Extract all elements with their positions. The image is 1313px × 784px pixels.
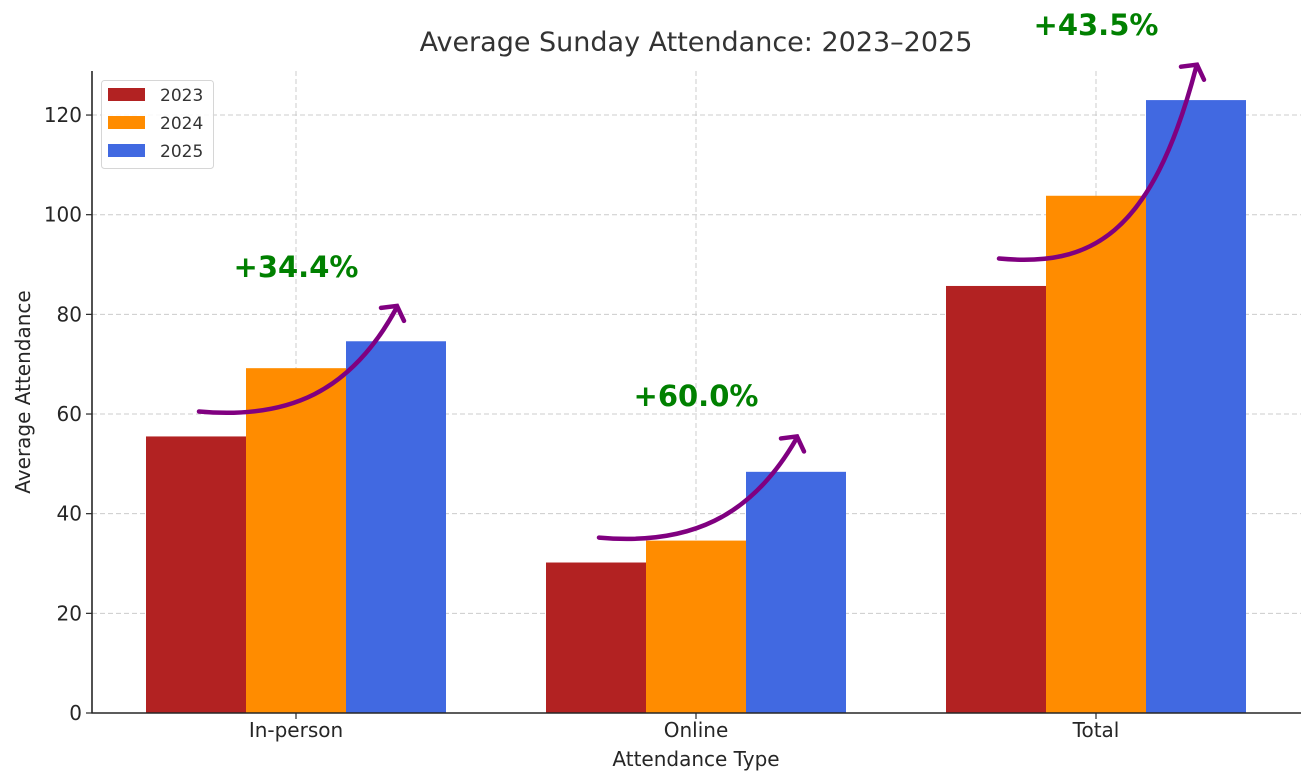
y-tick-label: 60 xyxy=(57,402,82,426)
arrow-head-icon xyxy=(778,433,807,454)
legend-swatch-2024 xyxy=(108,116,145,129)
legend: 2023 2024 2025 xyxy=(101,80,214,169)
y-axis-label: Average Attendance xyxy=(11,290,35,493)
x-tick-label: Total xyxy=(1072,718,1120,742)
y-tick-label: 40 xyxy=(57,502,82,526)
legend-swatch-2025 xyxy=(108,144,145,157)
growth-annotation-total: +43.5% xyxy=(1034,8,1159,42)
y-tick-label: 120 xyxy=(44,103,82,127)
bar-2025-in-person xyxy=(346,341,446,713)
chart-title: Average Sunday Attendance: 2023–2025 xyxy=(420,27,973,58)
y-ticks: 0 20 40 60 80 100 120 xyxy=(44,103,92,725)
legend-label-2023: 2023 xyxy=(160,86,203,106)
growth-arrows xyxy=(196,62,1207,542)
bar-2025-total xyxy=(1146,100,1246,713)
y-tick-label: 100 xyxy=(44,203,82,227)
growth-annotation-in-person: +34.4% xyxy=(234,250,359,284)
x-tick-label: In-person xyxy=(249,718,343,742)
bar-2023-online xyxy=(546,562,646,713)
bars xyxy=(146,100,1246,714)
growth-arrow-in-person xyxy=(196,306,399,416)
bar-2024-total xyxy=(1046,195,1146,714)
legend-swatch-2023 xyxy=(108,88,145,101)
y-tick-label: 0 xyxy=(69,701,82,725)
bar-2024-in-person xyxy=(246,368,346,713)
legend-label-2024: 2024 xyxy=(160,114,203,134)
annotations: +34.4% +60.0% +43.5% xyxy=(234,8,1159,413)
bar-2025-online xyxy=(746,471,846,713)
y-tick-label: 20 xyxy=(57,601,82,625)
bar-2023-total xyxy=(946,285,1046,713)
x-tick-label: Online xyxy=(664,718,729,742)
bar-2024-online xyxy=(646,540,746,713)
x-ticks: In-person Online Total xyxy=(249,713,1120,742)
arrow-head-icon xyxy=(1178,62,1207,82)
x-axis-label: Attendance Type xyxy=(612,747,779,771)
arrow-head-icon xyxy=(378,303,407,324)
legend-label-2025: 2025 xyxy=(160,142,203,162)
y-tick-label: 80 xyxy=(57,302,82,326)
bar-2023-in-person xyxy=(146,436,246,713)
growth-arrow-total xyxy=(996,65,1199,263)
growth-annotation-online: +60.0% xyxy=(634,379,759,413)
growth-arrow-online xyxy=(596,437,799,542)
